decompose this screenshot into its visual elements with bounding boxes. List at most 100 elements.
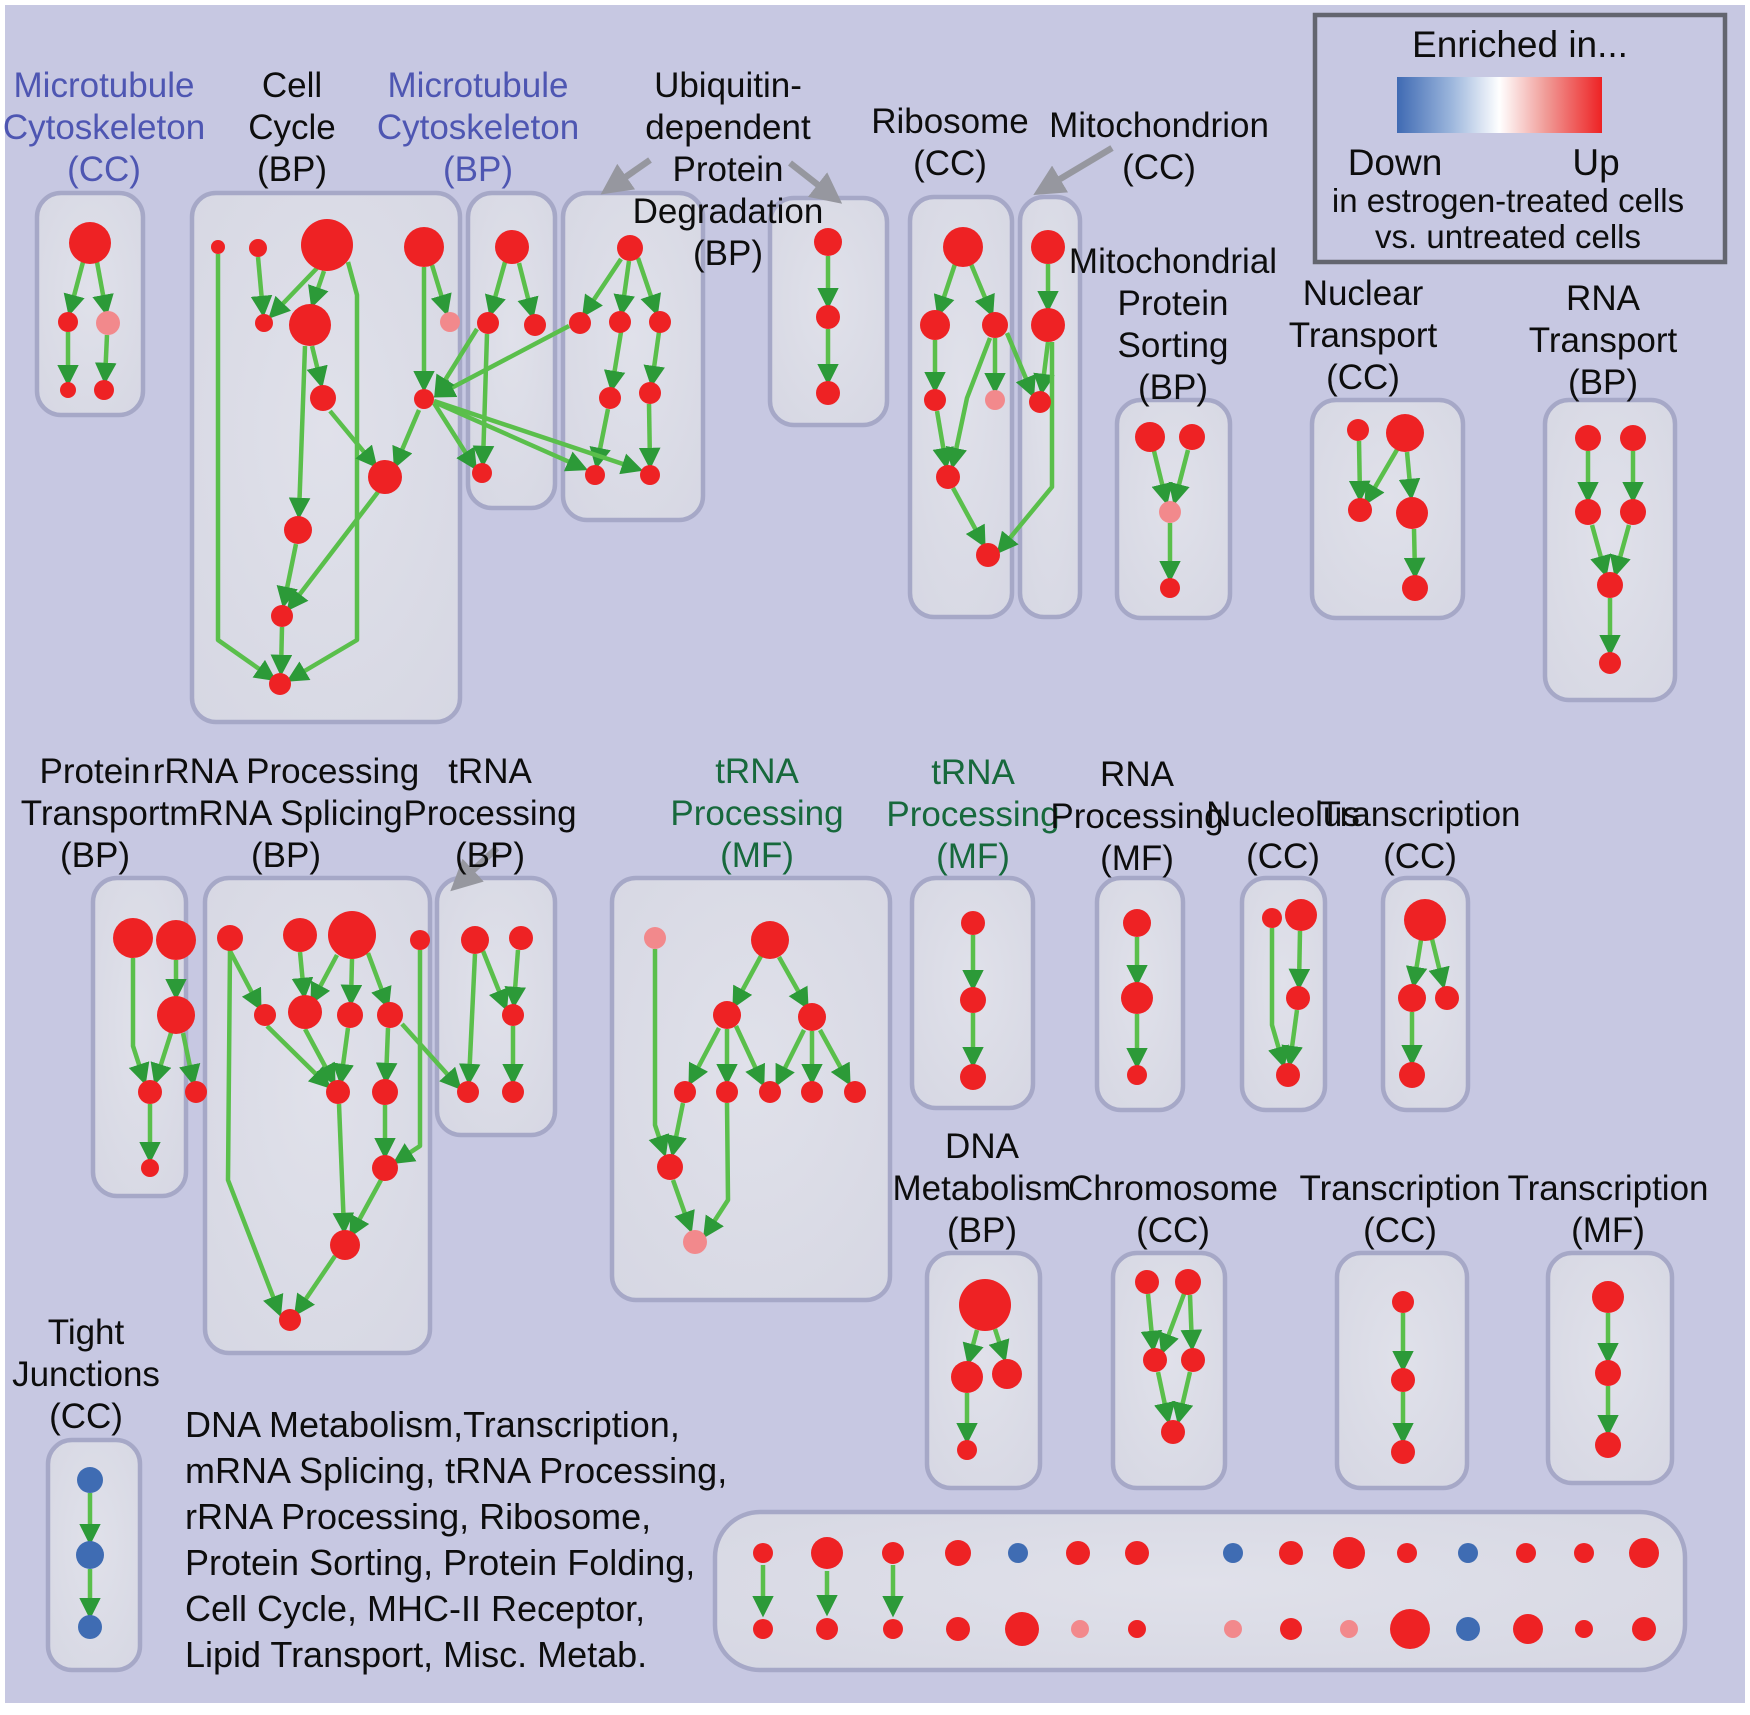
dna-metabolism-node-2 (992, 1359, 1022, 1389)
legend-gradient-bar (1397, 77, 1602, 133)
rrna-processing-mrna-splicing-node-9 (372, 1079, 398, 1105)
ubiquitin-degradation-1-node-5 (639, 382, 661, 404)
chromosome-cc-label-line-1: (CC) (1136, 1211, 1210, 1250)
ubiquitin-degradation-1-label-line-4: (BP) (693, 234, 763, 273)
transcription-cc-2-label-line-1: (CC) (1363, 1211, 1437, 1250)
tight-junctions-label-line-2: (CC) (49, 1397, 123, 1436)
misc-groups-node-8 (1279, 1541, 1303, 1565)
transcription-cc-1-node-1 (1398, 984, 1426, 1012)
trna-processing-mf-1-label: tRNA Processing (MF) (670, 752, 843, 875)
rrna-processing-mrna-splicing-node-8 (326, 1080, 350, 1104)
protein-transport-label: Protein Transport (BP) (21, 752, 170, 875)
ubiquitin-degradation-1-node-1 (569, 312, 591, 334)
cell-cycle-edge-0 (215, 254, 277, 682)
trna-processing-mf-1-edge-0 (732, 954, 763, 1009)
misc-groups-node-22 (1224, 1620, 1242, 1638)
mitochondrion-cc-label-line-0: Mitochondrion (1049, 106, 1269, 145)
legend-down-label: Down (1348, 142, 1443, 183)
transcription-cc-2-node-2 (1391, 1440, 1415, 1464)
dna-metabolism-label: DNA Metabolism (BP) (893, 1127, 1072, 1250)
transcription-cc-2-label-line-0: Transcription (1300, 1169, 1501, 1208)
nuclear-transport-node-4 (1402, 575, 1428, 601)
dna-metabolism-node-3 (957, 1440, 977, 1460)
cell-cycle-box (189, 190, 463, 725)
protein-transport-edge-2 (150, 1032, 174, 1086)
tight-junctions-node-0 (77, 1467, 103, 1493)
mitochondrion-cc-label: Mitochondrion (CC) (1049, 106, 1269, 187)
trna-processing-mf-1-node-3 (798, 1003, 826, 1031)
misc-groups-node-24 (1340, 1620, 1358, 1638)
rna-transport-box (1542, 397, 1678, 703)
protein-transport-label-line-1: Transport (21, 794, 170, 833)
nuclear-transport-edge-0 (1348, 440, 1371, 503)
ubiquitin-degradation-1-node-6 (585, 465, 605, 485)
dna-metabolism-label-line-2: (BP) (947, 1211, 1017, 1250)
rrna-processing-mrna-splicing-edge-10 (265, 1024, 331, 1089)
ribosome-cc-edge-1 (968, 263, 995, 317)
chromosome-cc-node-2 (1143, 1348, 1167, 1372)
microtubule-bp-node-2 (524, 314, 546, 336)
ubiquitin-degradation-1-label-line-3: Degradation (633, 192, 824, 231)
cell-cycle-node-1 (249, 239, 267, 257)
rrna-processing-mrna-splicing-edge-13 (349, 1178, 383, 1238)
trna-processing-bp-edge-0 (458, 953, 481, 1086)
mitochondrial-protein-sorting-label: Mitochondrial Protein Sorting (BP) (1069, 242, 1277, 407)
protein-transport-node-1 (156, 920, 196, 960)
rna-transport-node-4 (1597, 572, 1623, 598)
rna-processing-mf-label-line-0: RNA (1100, 755, 1175, 794)
rrna-processing-mrna-splicing-edge-1 (291, 951, 314, 1000)
cross-edge-4 (434, 327, 479, 398)
microtubule-bp-label: Microtubule Cytoskeleton (BP) (377, 66, 579, 189)
misc-terms-line-5: Lipid Transport, Misc. Metab. (185, 1634, 647, 1675)
rrna-processing-mrna-splicing-node-5 (288, 995, 322, 1029)
trna-processing-mf-2-node-2 (960, 1064, 986, 1090)
cell-cycle-node-2 (301, 219, 353, 271)
microtubule-bp-label-line-1: Cytoskeleton (377, 108, 579, 147)
ribosome-cc-label-line-0: Ribosome (871, 102, 1029, 141)
misc-groups-node-17 (883, 1619, 903, 1639)
rna-transport-node-1 (1620, 425, 1646, 451)
mitochondrial-protein-sorting-node-1 (1179, 424, 1205, 450)
label-pointer-arrow-2 (1033, 145, 1114, 195)
rrna-processing-mrna-splicing-node-2 (328, 911, 376, 959)
cell-cycle-edge-8 (288, 345, 311, 520)
dna-metabolism-box (924, 1250, 1043, 1491)
trna-processing-bp-label-line-2: (BP) (455, 836, 525, 875)
dna-metabolism-edge-1 (988, 1328, 1010, 1363)
cell-cycle-node-3 (404, 227, 444, 267)
chromosome-cc-edge-2 (1180, 1294, 1203, 1352)
rrna-processing-mrna-splicing-edge-8 (332, 1027, 354, 1086)
ubiquitin-degradation-1-edge-0 (582, 257, 623, 318)
mitochondrial-protein-sorting-label-line-1: Protein (1118, 284, 1229, 323)
misc-groups-node-2 (882, 1542, 904, 1564)
rna-transport-edge-2 (1589, 524, 1612, 578)
ribosome-cc-node-5 (936, 465, 960, 489)
rrna-processing-mrna-splicing-node-3 (410, 930, 430, 950)
nucleolus-cc-node-0 (1262, 908, 1282, 928)
ribosome-cc-edge-6 (951, 486, 986, 548)
ubiquitin-degradation-1-node-7 (640, 465, 660, 485)
ribosome-cc-edge-5 (932, 410, 954, 470)
ubiquitin-degradation-1-label-line-1: dependent (645, 108, 811, 147)
misc-groups-node-23 (1280, 1618, 1302, 1640)
rrna-processing-mrna-splicing-edge-11 (332, 1103, 355, 1235)
ubiquitin-degradation-1-node-4 (599, 387, 621, 409)
transcription-cc-2-node-1 (1391, 1368, 1415, 1392)
protein-transport-node-4 (185, 1081, 207, 1103)
trna-processing-mf-1-edge-2 (688, 1026, 721, 1086)
mitochondrial-protein-sorting-node-3 (1160, 578, 1180, 598)
microtubule-bp-box (465, 190, 558, 511)
cell-cycle-edge-7 (306, 345, 328, 389)
nucleolus-cc-node-1 (1285, 899, 1317, 931)
nucleolus-cc-label-line-1: (CC) (1246, 837, 1320, 876)
trna-processing-mf-2-label: tRNA Processing (MF) (886, 753, 1059, 876)
rrna-processing-mrna-splicing-edge-5 (225, 948, 284, 1318)
cell-cycle-node-9 (368, 460, 402, 494)
ribosome-cc-edge-0 (933, 263, 958, 318)
dna-metabolism-edge-0 (962, 1329, 984, 1366)
nucleolus-cc-edge-2 (1281, 1009, 1303, 1068)
trna-processing-mf-2-label-line-2: (MF) (936, 837, 1010, 876)
microtubule-bp-edge-1 (516, 262, 539, 320)
misc-groups-node-12 (1516, 1543, 1536, 1563)
transcription-cc-1-node-0 (1404, 899, 1446, 941)
